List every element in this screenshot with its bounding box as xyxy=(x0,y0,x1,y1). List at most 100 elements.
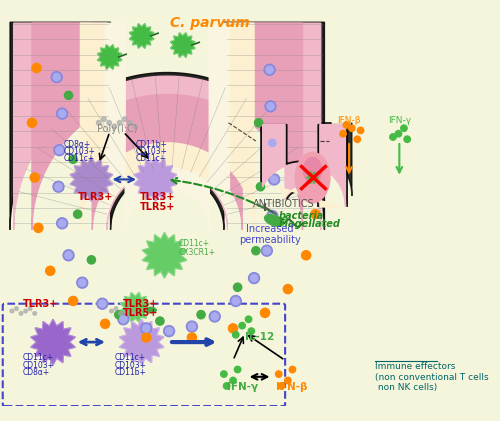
Circle shape xyxy=(246,316,252,322)
Circle shape xyxy=(56,218,68,229)
Circle shape xyxy=(55,183,62,190)
Text: Immune effectors
(non conventional T cells
 non NK cells): Immune effectors (non conventional T cel… xyxy=(374,362,488,392)
Text: Increased
permeability: Increased permeability xyxy=(238,224,300,245)
Circle shape xyxy=(268,212,276,220)
Circle shape xyxy=(46,266,55,275)
Circle shape xyxy=(358,127,364,133)
Text: TLR5+: TLR5+ xyxy=(124,308,158,317)
Polygon shape xyxy=(306,171,319,184)
Text: Flagellated: Flagellated xyxy=(278,219,340,229)
Circle shape xyxy=(100,319,110,328)
Circle shape xyxy=(30,173,40,182)
Circle shape xyxy=(197,311,205,319)
Circle shape xyxy=(284,285,292,294)
Polygon shape xyxy=(262,125,345,207)
Circle shape xyxy=(248,328,254,334)
Circle shape xyxy=(211,313,218,320)
Polygon shape xyxy=(120,319,164,365)
Circle shape xyxy=(266,66,273,73)
Circle shape xyxy=(142,325,150,332)
Circle shape xyxy=(156,317,164,325)
Circle shape xyxy=(390,134,396,140)
Circle shape xyxy=(210,311,220,322)
Polygon shape xyxy=(70,157,113,201)
Text: IL-12: IL-12 xyxy=(245,332,274,342)
Circle shape xyxy=(289,366,296,373)
Circle shape xyxy=(267,137,278,148)
Circle shape xyxy=(230,377,236,384)
Circle shape xyxy=(10,309,14,313)
Circle shape xyxy=(268,139,276,147)
Circle shape xyxy=(400,125,407,131)
Text: CD11c+: CD11c+ xyxy=(178,239,210,248)
Circle shape xyxy=(114,307,118,310)
Circle shape xyxy=(97,298,108,309)
Text: IFN-β: IFN-β xyxy=(276,381,308,392)
Circle shape xyxy=(112,124,116,129)
Circle shape xyxy=(74,210,82,218)
Circle shape xyxy=(77,277,88,288)
Circle shape xyxy=(33,312,36,315)
Text: TLR3+: TLR3+ xyxy=(78,192,113,203)
Text: CX3CR1+: CX3CR1+ xyxy=(178,248,216,257)
Circle shape xyxy=(19,312,23,315)
Circle shape xyxy=(265,101,276,112)
Text: CD11c+: CD11c+ xyxy=(64,154,95,163)
Text: CD11b+: CD11b+ xyxy=(135,139,167,149)
Circle shape xyxy=(348,125,355,131)
Circle shape xyxy=(276,371,282,377)
Circle shape xyxy=(68,296,78,306)
Circle shape xyxy=(96,120,101,125)
Polygon shape xyxy=(134,157,176,201)
Circle shape xyxy=(64,91,72,99)
Circle shape xyxy=(232,332,239,338)
Text: CD103+: CD103+ xyxy=(135,147,167,156)
Circle shape xyxy=(252,247,260,255)
Ellipse shape xyxy=(295,152,330,203)
Circle shape xyxy=(302,250,310,260)
Text: C. parvum: C. parvum xyxy=(170,16,250,30)
Circle shape xyxy=(264,64,275,75)
Polygon shape xyxy=(120,292,150,322)
Polygon shape xyxy=(14,23,321,230)
Circle shape xyxy=(256,183,264,191)
Circle shape xyxy=(268,174,280,185)
Circle shape xyxy=(32,64,41,72)
Circle shape xyxy=(118,314,129,325)
Text: TLR3+: TLR3+ xyxy=(124,299,158,309)
Text: ANTIBIOTICS: ANTIBIOTICS xyxy=(252,199,314,209)
Ellipse shape xyxy=(264,215,284,226)
Circle shape xyxy=(63,250,74,261)
Text: bacteria: bacteria xyxy=(278,211,324,221)
Polygon shape xyxy=(142,232,187,278)
Circle shape xyxy=(28,118,36,127)
Circle shape xyxy=(102,117,106,121)
Circle shape xyxy=(260,308,270,317)
Circle shape xyxy=(24,309,28,313)
Text: CD11c+: CD11c+ xyxy=(135,154,166,163)
Circle shape xyxy=(232,297,239,305)
Circle shape xyxy=(278,383,284,389)
Circle shape xyxy=(128,307,132,310)
Circle shape xyxy=(404,136,410,142)
Polygon shape xyxy=(10,22,324,230)
Polygon shape xyxy=(312,123,352,196)
Circle shape xyxy=(270,176,278,183)
Circle shape xyxy=(51,72,62,83)
Text: CD11b+: CD11b+ xyxy=(114,368,146,377)
Circle shape xyxy=(65,252,72,259)
Circle shape xyxy=(188,323,196,330)
Text: CD8α+: CD8α+ xyxy=(23,368,50,377)
Circle shape xyxy=(220,371,227,377)
Circle shape xyxy=(164,325,174,337)
Circle shape xyxy=(250,274,258,282)
Circle shape xyxy=(267,103,274,110)
Circle shape xyxy=(262,245,272,256)
Polygon shape xyxy=(98,45,122,69)
Circle shape xyxy=(248,273,260,284)
Circle shape xyxy=(132,312,136,315)
Circle shape xyxy=(14,307,18,310)
Text: TLR3+: TLR3+ xyxy=(23,299,58,309)
Circle shape xyxy=(340,131,346,137)
Circle shape xyxy=(140,323,151,334)
